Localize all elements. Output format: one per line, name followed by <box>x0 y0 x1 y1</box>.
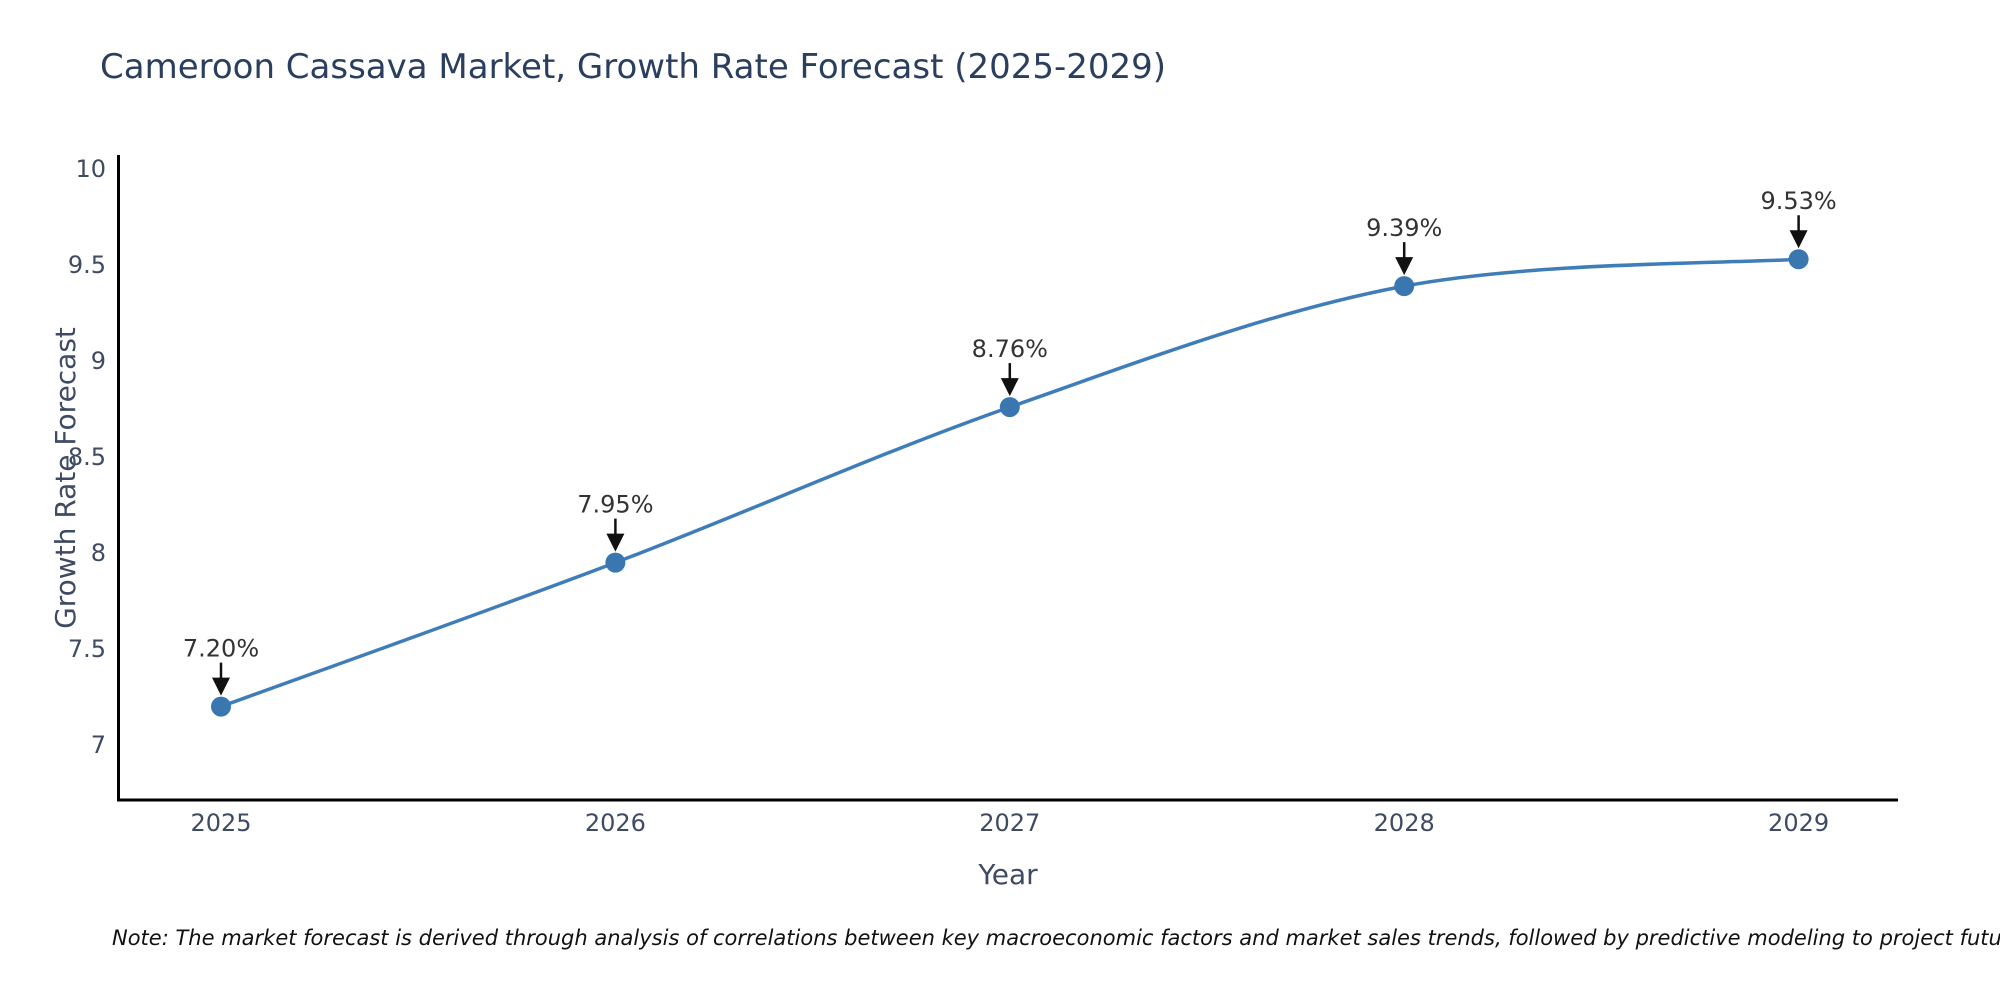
annotation-arrowhead-icon <box>1789 230 1808 249</box>
annotation-arrowhead-icon <box>606 533 625 552</box>
annotation-label: 7.20% <box>183 635 259 663</box>
chart-title: Cameroon Cassava Market, Growth Rate For… <box>100 47 1167 87</box>
y-tick-label: 9 <box>91 347 106 375</box>
annotation-arrowhead-icon <box>1395 257 1414 276</box>
x-tick-label: 2025 <box>190 809 251 837</box>
data-point-marker <box>1788 249 1809 270</box>
x-axis-title: Year <box>977 858 1038 891</box>
annotation-label: 7.95% <box>577 491 653 519</box>
x-tick-label: 2028 <box>1374 809 1435 837</box>
annotation-label: 9.53% <box>1760 187 1836 215</box>
trend-line <box>219 257 1801 709</box>
y-tick-label: 9.5 <box>68 251 106 279</box>
y-tick-label: 8 <box>91 539 106 567</box>
x-tick-label: 2029 <box>1768 809 1829 837</box>
annotation-arrowhead-icon <box>1000 378 1019 397</box>
x-tick-label: 2027 <box>979 809 1040 837</box>
annotation-arrowhead-icon <box>212 677 230 696</box>
data-point-marker <box>605 552 626 573</box>
footnote: Note: The market forecast is derived thr… <box>112 926 2000 950</box>
data-point-marker <box>1394 276 1415 297</box>
y-axis-title: Growth Rate Forecast <box>49 327 82 629</box>
data-point-marker <box>211 696 231 717</box>
y-tick-label: 7.5 <box>68 635 106 663</box>
y-tick-label: 8.5 <box>68 443 106 471</box>
y-tick-label: 7 <box>91 731 106 759</box>
y-tick-label: 10 <box>75 155 106 183</box>
annotation-label: 8.76% <box>972 335 1048 363</box>
annotation-label: 9.39% <box>1366 214 1442 242</box>
data-point-marker <box>999 397 1020 418</box>
x-tick-label: 2026 <box>585 809 646 837</box>
